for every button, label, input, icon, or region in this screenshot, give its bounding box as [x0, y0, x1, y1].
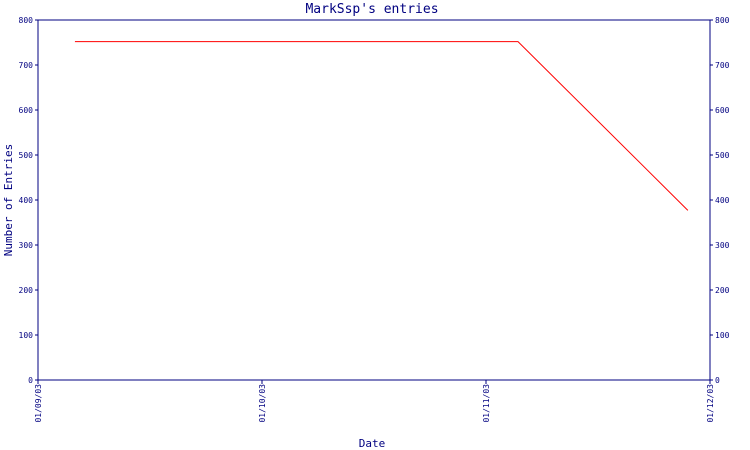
x-axis: 01/09/03 01/10/03 01/11/03 01/12/03	[34, 380, 715, 423]
y-tick-label-right: 300	[715, 241, 730, 250]
y-tick-label-left: 0	[28, 376, 33, 385]
x-tick-label: 01/11/03	[482, 384, 491, 423]
y-tick-label-left: 600	[19, 106, 34, 115]
y-tick-label-right: 400	[715, 196, 730, 205]
y-tick-label-left: 400	[19, 196, 34, 205]
y-tick-label-right: 800	[715, 16, 730, 25]
y-tick-label-right: 200	[715, 286, 730, 295]
x-tick-label: 01/10/03	[258, 384, 267, 423]
series-group	[74, 41, 689, 211]
plot-frame	[37, 19, 711, 381]
y-tick-label-right: 500	[715, 151, 730, 160]
y-tick-label-left: 700	[19, 61, 34, 70]
y-tick-label-right: 600	[715, 106, 730, 115]
y-tick-label-left: 300	[19, 241, 34, 250]
x-tick-label: 01/09/03	[34, 384, 43, 423]
y-tick-label-left: 200	[19, 286, 34, 295]
x-axis-label: Date	[359, 437, 386, 450]
y-axis-left: 0 100 200 300 400 500 600 700 800	[19, 16, 38, 385]
y-tick-label-right: 100	[715, 331, 730, 340]
y-tick-label-left: 100	[19, 331, 34, 340]
y-tick-label-left: 800	[19, 16, 34, 25]
chart-title: MarkSsp's entries	[305, 2, 438, 17]
y-tick-label-right: 0	[715, 376, 720, 385]
y-axis-label: Number of Entries	[2, 144, 15, 257]
y-tick-label-left: 500	[19, 151, 34, 160]
y-axis-right: 0 100 200 300 400 500 600 700 800	[710, 16, 730, 385]
x-tick-label: 01/12/03	[706, 384, 715, 423]
series-line	[74, 41, 689, 211]
y-tick-label-right: 700	[715, 61, 730, 70]
